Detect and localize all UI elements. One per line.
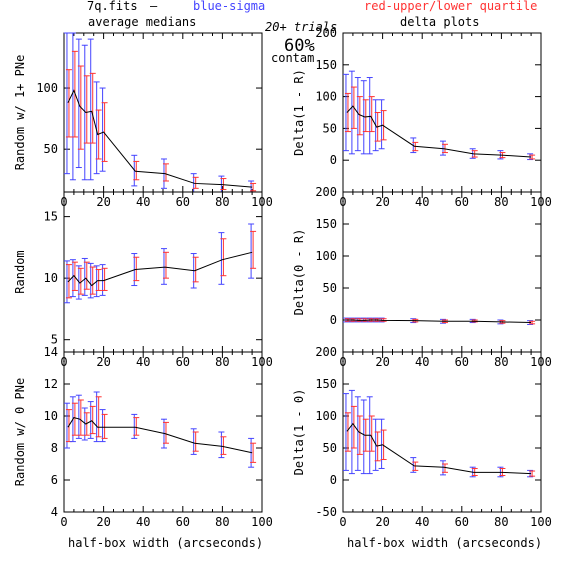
x-tick-label: 80 bbox=[215, 195, 229, 209]
x-axis-label-left: half-box width (arcseconds) bbox=[68, 536, 263, 550]
x-tick-label: 20 bbox=[96, 355, 110, 369]
x-tick-label: 40 bbox=[415, 195, 429, 209]
y-tick-label: 200 bbox=[315, 345, 337, 359]
y-tick-label: 100 bbox=[315, 90, 337, 104]
y-tick-label: 50 bbox=[323, 121, 337, 135]
x-tick-label: 60 bbox=[176, 195, 190, 209]
x-tick-label: 40 bbox=[136, 195, 150, 209]
x-tick-label: 60 bbox=[455, 355, 469, 369]
median-line bbox=[346, 422, 532, 475]
y-tick-label: 0 bbox=[330, 473, 337, 487]
x-tick-label: 20 bbox=[96, 195, 110, 209]
y-tick-label: 12 bbox=[44, 377, 58, 391]
x-tick-label: 20 bbox=[375, 355, 389, 369]
x-tick-label: 80 bbox=[494, 195, 508, 209]
y-tick-label: 50 bbox=[323, 441, 337, 455]
y-tick-label: 4 bbox=[51, 505, 58, 519]
file-label: 7q.fits bbox=[87, 0, 138, 13]
y-tick-label: -50 bbox=[315, 505, 337, 519]
y-tick-label: 8 bbox=[51, 441, 58, 455]
x-tick-label: 80 bbox=[494, 515, 508, 529]
y-axis-label: Delta(0 - R) bbox=[292, 229, 306, 316]
x-tick-label: 60 bbox=[176, 515, 190, 529]
percent-label: 60% bbox=[284, 36, 315, 56]
y-tick-label: 15 bbox=[44, 210, 58, 224]
panel-frame bbox=[342, 191, 542, 353]
y-axis-label: Random bbox=[13, 250, 27, 293]
panel-frame bbox=[342, 351, 542, 513]
x-tick-label: 40 bbox=[415, 515, 429, 529]
y-axis-label: Delta(1 - R) bbox=[292, 69, 306, 156]
panel-frame bbox=[342, 32, 542, 193]
y-tick-label: 100 bbox=[315, 249, 337, 263]
x-tick-label: 0 bbox=[339, 515, 346, 529]
y-tick-label: 100 bbox=[36, 81, 58, 95]
legend-blue-sigma: blue-sigma bbox=[193, 0, 265, 13]
panel-frame bbox=[63, 191, 263, 353]
x-tick-label: 80 bbox=[215, 355, 229, 369]
x-tick-label: 20 bbox=[375, 515, 389, 529]
y-tick-label: 100 bbox=[315, 409, 337, 423]
y-tick-label: 5 bbox=[51, 333, 58, 347]
y-tick-label: 0 bbox=[330, 313, 337, 327]
legend-red-quartile: red-upper/lower quartile bbox=[364, 0, 537, 13]
right-column-title: delta plots bbox=[400, 15, 479, 29]
x-tick-label: 60 bbox=[455, 515, 469, 529]
y-axis-label: Random w/ 0 PNe bbox=[13, 378, 27, 486]
y-tick-label: 50 bbox=[44, 142, 58, 156]
y-axis-label: Delta(1 - 0) bbox=[292, 389, 306, 476]
x-tick-label: 60 bbox=[455, 195, 469, 209]
y-axis-label: Random w/ 1+ PNe bbox=[13, 55, 27, 171]
y-tick-label: 10 bbox=[44, 409, 58, 423]
x-tick-label: 60 bbox=[176, 355, 190, 369]
panel-frame bbox=[63, 32, 263, 193]
median-line bbox=[67, 89, 253, 188]
x-tick-label: 100 bbox=[251, 515, 273, 529]
y-tick-label: 0 bbox=[330, 153, 337, 167]
x-tick-label: 40 bbox=[136, 355, 150, 369]
left-column-title: average medians bbox=[88, 15, 196, 29]
y-tick-label: 200 bbox=[315, 185, 337, 199]
y-tick-label: 6 bbox=[51, 473, 58, 487]
y-tick-label: 150 bbox=[315, 217, 337, 231]
y-tick-label: 14 bbox=[44, 345, 58, 359]
x-tick-label: 20 bbox=[96, 515, 110, 529]
panel-frame bbox=[63, 351, 263, 513]
x-tick-label: 80 bbox=[494, 355, 508, 369]
median-line bbox=[67, 251, 253, 287]
legend-dash: — bbox=[150, 0, 158, 13]
x-tick-label: 80 bbox=[215, 515, 229, 529]
x-tick-label: 40 bbox=[136, 515, 150, 529]
x-tick-label: 100 bbox=[530, 515, 552, 529]
x-tick-label: 20 bbox=[375, 195, 389, 209]
contam-label: contam bbox=[271, 51, 314, 65]
y-tick-label: 10 bbox=[44, 271, 58, 285]
x-tick-label: 40 bbox=[415, 355, 429, 369]
panel-left-bottom: 0 20 40 60 80 100 4 6 8 10 12 14 Random w/ 0 PNe bbox=[13, 345, 273, 529]
median-line bbox=[67, 417, 253, 454]
x-axis-label-right: half-box width (arcseconds) bbox=[347, 536, 542, 550]
y-tick-label: 150 bbox=[315, 377, 337, 391]
x-tick-label: 0 bbox=[60, 515, 67, 529]
y-tick-label: 200 bbox=[315, 26, 337, 40]
y-tick-label: 150 bbox=[315, 58, 337, 72]
median-line bbox=[346, 105, 532, 158]
median-line bbox=[346, 319, 532, 324]
trials-label: 20+ trials bbox=[265, 20, 337, 34]
y-tick-label: 50 bbox=[323, 281, 337, 295]
